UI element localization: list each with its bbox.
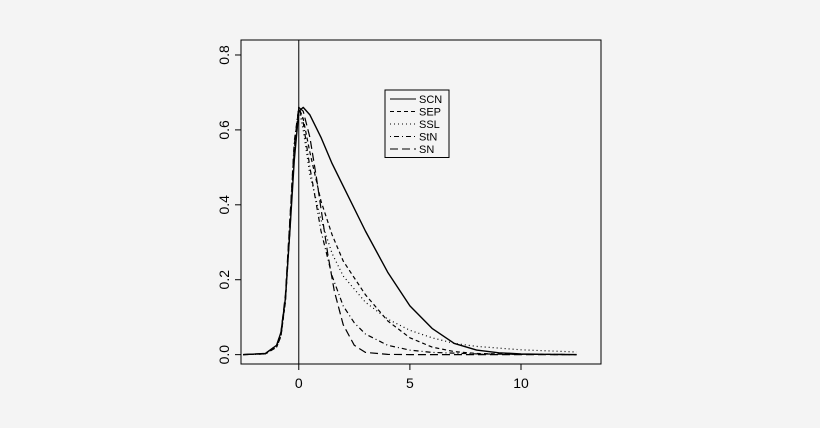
y-tick-label: 0.0: [216, 345, 232, 365]
y-tick-label: 0.8: [216, 45, 232, 65]
curves-layer: [243, 106, 577, 356]
y-tick-label: 0.4: [216, 195, 232, 215]
legend-label-sep: SEP: [419, 107, 441, 119]
x-tick-label: 0: [295, 375, 303, 391]
y-tick-label: 0.2: [216, 270, 232, 290]
series-line-stn: [243, 106, 577, 356]
x-tick-label: 5: [406, 375, 414, 391]
legend-label-scn: SCN: [419, 94, 442, 106]
legend-label-sn: SN: [419, 144, 434, 156]
x-axis: 0 5 10: [295, 364, 529, 391]
y-tick-label: 0.6: [216, 120, 232, 140]
series-line-sn: [243, 106, 577, 356]
legend-label-stn: StN: [419, 132, 437, 144]
series-line-sep: [243, 106, 577, 356]
x-tick-label: 10: [513, 375, 529, 391]
plot-frame: [240, 39, 602, 365]
legend-box: [384, 89, 450, 158]
legend-label-ssl: SSL: [419, 119, 440, 131]
y-axis: 0.0 0.2 0.4 0.6 0.8: [216, 45, 241, 364]
